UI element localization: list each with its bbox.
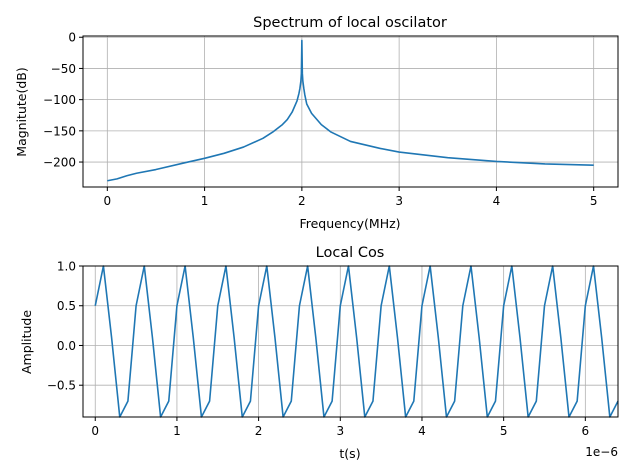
local-cos-ylabel: Amplitude [19, 310, 34, 374]
spectrum-ytick-label: −100 [43, 93, 76, 107]
local-cos-ticks: 0 1 2 3 4 5 6 1.0 0.5 0.0 −0.5 [47, 260, 589, 439]
spectrum-grid [83, 36, 618, 187]
spectrum-ylabel: Magnitute(dB) [14, 67, 29, 156]
local-cos-xtick-label: 3 [336, 424, 344, 438]
spectrum-subplot: Spectrum of local oscilator 0 1 2 3 4 5 0 −50 −1… [14, 15, 619, 231]
local-cos-ytick-label: −0.5 [47, 379, 76, 393]
spectrum-ytick-label: −50 [51, 62, 76, 76]
local-cos-ytick-label: 1.0 [57, 260, 76, 274]
spectrum-series [107, 39, 594, 182]
local-cos-xtick-label: 5 [500, 424, 508, 438]
local-cos-ytick-label: 0.0 [57, 339, 76, 353]
spectrum-ytick-label: −150 [43, 124, 76, 138]
local-cos-xtick-label: 6 [582, 424, 590, 438]
spectrum-xtick-label: 1 [201, 194, 209, 208]
spectrum-xtick-label: 2 [298, 194, 306, 208]
spectrum-ytick-label: 0 [68, 31, 76, 45]
local-cos-xlabel: t(s) [339, 446, 360, 461]
spectrum-frame [82, 35, 619, 188]
spectrum-xlabel: Frequency(MHz) [299, 216, 400, 231]
local-cos-xtick-label: 4 [418, 424, 426, 438]
local-cos-offset-text: 1e−6 [585, 445, 618, 459]
local-cos-subplot: Local Cos 0 1 2 3 4 5 6 1.0 0.5 0.0 −0.5 t(s) Ampl… [19, 245, 619, 461]
spectrum-xtick-label: 5 [590, 194, 598, 208]
spectrum-ytick-label: −200 [43, 156, 76, 170]
spectrum-xtick-label: 3 [395, 194, 403, 208]
local-cos-ytick-label: 0.5 [57, 299, 76, 313]
local-cos-series [94, 265, 619, 418]
local-cos-frame [82, 265, 619, 418]
spectrum-ticks: 0 1 2 3 4 5 0 −50 −100 −150 −200 [43, 31, 597, 208]
local-cos-xtick-label: 0 [91, 424, 99, 438]
spectrum-xtick-label: 4 [493, 194, 501, 208]
local-cos-title: Local Cos [316, 245, 385, 261]
local-cos-xtick-label: 2 [255, 424, 263, 438]
spectrum-series-line [107, 39, 594, 182]
local-cos-series-line [94, 265, 619, 418]
spectrum-title: Spectrum of local oscilator [253, 15, 447, 31]
local-cos-xtick-label: 1 [173, 424, 181, 438]
spectrum-xtick-label: 0 [103, 194, 111, 208]
